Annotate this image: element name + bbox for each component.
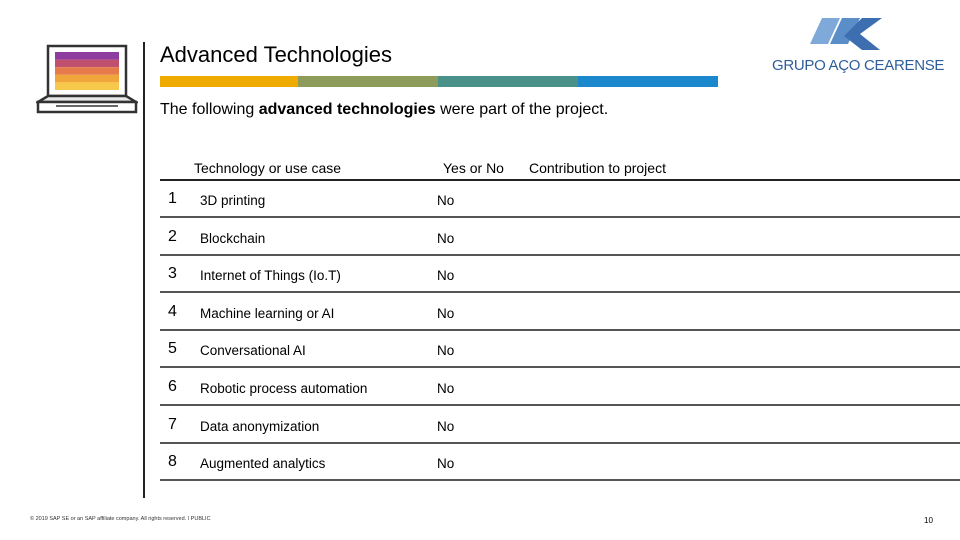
laptop-screen-stripe <box>55 67 119 75</box>
color-bar-segment-3 <box>438 76 578 87</box>
row-technology: Blockchain <box>200 230 266 246</box>
logo-text: GRUPO AÇO CEARENSE <box>772 57 945 74</box>
row-number: 7 <box>168 415 177 433</box>
header-technology: Technology or use case <box>194 160 342 176</box>
table-row: 2 Blockchain No <box>160 219 960 256</box>
aco-cearense-logo-icon <box>810 18 882 50</box>
row-yes-or-no: No <box>437 193 455 208</box>
vertical-divider <box>143 42 145 498</box>
laptop-screen-stripe <box>55 82 119 90</box>
laptop-screen-stripe <box>55 59 119 68</box>
row-yes-or-no: No <box>437 268 455 284</box>
row-technology: Augmented analytics <box>200 456 326 472</box>
row-rule <box>160 216 960 218</box>
row-yes-or-no: No <box>437 418 455 434</box>
subtitle-pre: The following <box>160 101 259 118</box>
laptop-screen-stripes <box>55 52 119 90</box>
color-bar-segment-2 <box>298 76 438 87</box>
table-row: 4 Machine learning or AI No <box>160 294 960 331</box>
table-row: 7 Data anonymization No <box>160 407 960 444</box>
header-yes-or-no: Yes or No <box>443 160 504 176</box>
row-number: 4 <box>168 302 177 320</box>
header-rule <box>160 179 960 181</box>
title-color-bar <box>160 76 718 87</box>
row-yes-or-no: No <box>437 305 455 321</box>
row-technology: Robotic process automation <box>200 381 368 396</box>
row-rule <box>160 404 960 406</box>
table-row: 6 Robotic process automation No <box>160 369 960 406</box>
laptop-screen-stripe <box>55 52 119 60</box>
row-number: 1 <box>168 190 177 207</box>
header-contribution: Contribution to project <box>529 160 666 176</box>
row-number: 8 <box>168 453 177 471</box>
row-technology: Conversational AI <box>200 343 306 359</box>
row-yes-or-no: No <box>437 381 455 396</box>
color-bar-segment-1 <box>160 76 298 87</box>
row-yes-or-no: No <box>437 343 455 359</box>
row-technology: Machine learning or AI <box>200 305 335 321</box>
footer-copyright: © 2019 SAP SE or an SAP affiliate compan… <box>30 516 211 522</box>
page-subtitle: The following advanced technologies were… <box>160 101 608 119</box>
table-row: 8 Augmented analytics No <box>160 444 960 482</box>
table-row: 3 Internet of Things (Io.T) No <box>160 256 960 294</box>
subtitle-post: were part of the project. <box>435 101 609 118</box>
color-bar-segment-4 <box>578 76 718 87</box>
row-number: 5 <box>168 340 177 358</box>
page-title: Advanced Technologies <box>160 42 392 67</box>
row-number: 2 <box>168 227 177 245</box>
row-rule <box>160 253 960 256</box>
row-rule <box>160 328 960 331</box>
row-yes-or-no: No <box>437 456 455 472</box>
table-row: 5 Conversational AI No <box>160 331 960 369</box>
row-technology: Internet of Things (Io.T) <box>200 268 341 284</box>
laptop-icon <box>36 44 138 114</box>
row-technology: Data anonymization <box>200 418 320 434</box>
row-number: 6 <box>168 378 177 395</box>
row-technology: 3D printing <box>200 193 266 208</box>
page-number: 10 <box>924 516 933 525</box>
row-rule <box>160 479 960 482</box>
row-rule <box>160 366 960 369</box>
laptop-screen-stripe <box>55 74 119 83</box>
row-yes-or-no: No <box>437 230 455 246</box>
row-number: 3 <box>168 265 177 283</box>
row-rule <box>160 291 960 294</box>
subtitle-bold: advanced technologies <box>258 101 436 118</box>
table-row: 1 3D printing No <box>160 181 960 218</box>
row-rule <box>160 441 960 444</box>
